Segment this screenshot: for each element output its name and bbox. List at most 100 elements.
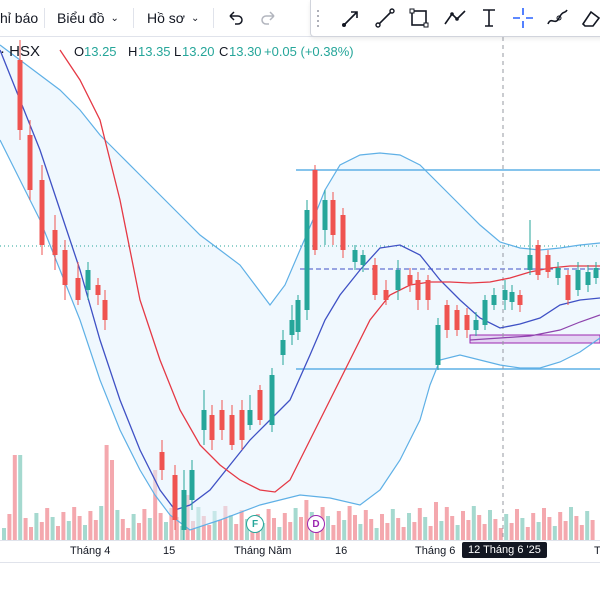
candle — [555, 262, 561, 285]
candle — [322, 190, 328, 245]
volume-bar — [336, 511, 341, 540]
candle-body — [444, 305, 450, 330]
volume-bar — [385, 523, 390, 540]
trend-line-icon — [375, 8, 395, 28]
bollinger-band-fill — [0, 45, 600, 530]
arrow-tool-icon — [342, 11, 358, 27]
candle-body — [247, 410, 253, 425]
volume-bar — [72, 507, 77, 540]
close-value: 13.30 — [229, 44, 262, 59]
candle — [219, 400, 225, 440]
candle-body — [269, 375, 275, 425]
volume-bar — [223, 506, 228, 540]
chart-type-button[interactable]: Biểu đồ ⌄ — [57, 0, 119, 36]
candle-body — [545, 255, 551, 272]
candle — [425, 275, 431, 310]
volume-bar — [261, 523, 266, 540]
candle-body — [555, 268, 561, 278]
high-label: H — [128, 44, 138, 59]
price-chart[interactable] — [0, 37, 600, 540]
arrow-tool-button[interactable] — [337, 4, 365, 32]
undo-button[interactable] — [226, 0, 244, 36]
candle — [352, 245, 358, 270]
rectangle-button[interactable] — [405, 4, 433, 32]
volume-bar — [558, 512, 563, 540]
redo-button[interactable] — [260, 0, 278, 36]
volume-bar — [498, 528, 503, 540]
volume-bar — [417, 508, 422, 540]
volume-bar — [547, 517, 552, 540]
volume-bar — [461, 511, 465, 540]
volume-bar — [542, 508, 546, 540]
candle — [95, 278, 101, 305]
volume-bar — [444, 507, 449, 540]
indicators-button[interactable]: hỉ báo — [0, 0, 38, 36]
candle-body — [372, 265, 378, 295]
eraser-icon — [581, 10, 600, 27]
volume-bar — [380, 514, 384, 540]
brush-button[interactable] — [543, 4, 571, 32]
candle-body — [304, 210, 310, 310]
volume-bar — [401, 527, 406, 540]
candle — [62, 240, 68, 300]
volume-bar — [342, 520, 347, 540]
candle-body — [464, 315, 470, 330]
volume-bar — [293, 508, 298, 540]
event-marker-d[interactable]: D — [307, 515, 325, 533]
volume-bar — [29, 527, 33, 540]
brush-icon — [547, 9, 568, 25]
volume-bar — [77, 516, 82, 540]
volume-bar — [390, 509, 395, 540]
candle-body — [95, 285, 101, 295]
redo-icon — [261, 11, 275, 25]
drag-handle-icon[interactable] — [315, 8, 321, 28]
volume-bar — [563, 521, 568, 540]
candle — [75, 262, 81, 305]
volume-bar — [120, 519, 125, 540]
candle-body — [585, 272, 591, 285]
candle — [527, 220, 533, 275]
eraser-button[interactable] — [577, 4, 600, 32]
volume-bar — [504, 514, 509, 540]
candle — [435, 318, 441, 370]
volume-bar — [266, 509, 271, 540]
volume-bar — [525, 527, 530, 540]
volume-bar — [2, 528, 6, 540]
volume-bar — [552, 526, 557, 540]
volume-bar — [579, 525, 584, 540]
candle — [502, 280, 508, 310]
path-button[interactable] — [441, 4, 469, 32]
time-axis[interactable]: Tháng 4 15 Tháng Năm 16 Tháng 6 12 Tháng… — [0, 540, 600, 563]
candle — [247, 395, 253, 430]
candle-body — [473, 320, 479, 330]
volume-bar — [126, 528, 131, 540]
drawing-tools-panel — [310, 0, 600, 37]
volume-bar — [277, 527, 282, 540]
volume-bar — [99, 506, 104, 540]
candle-body — [219, 410, 225, 430]
symbol-label[interactable]: · HSX — [0, 43, 41, 60]
text-tool-button[interactable] — [475, 4, 503, 32]
volume-bar — [169, 508, 174, 540]
x-tick-label: Tháng 4 — [70, 545, 111, 557]
bollinger-upper — [0, 44, 600, 306]
profile-button[interactable]: Hồ sơ ⌄ — [147, 0, 199, 36]
event-marker-f[interactable]: F — [246, 515, 264, 533]
candle-body — [330, 200, 336, 235]
candle-body — [482, 300, 488, 325]
moving-average-slow — [59, 49, 600, 493]
candle — [360, 250, 366, 272]
trend-line-button[interactable] — [371, 4, 399, 32]
volume-bar — [396, 518, 401, 540]
candle — [415, 272, 421, 310]
candle — [27, 120, 33, 200]
rectangle-icon — [409, 8, 429, 28]
candle-body — [257, 390, 263, 420]
crosshair-button[interactable] — [509, 4, 537, 32]
volume-bar — [428, 526, 433, 540]
candle — [159, 440, 165, 480]
x-tick-label: Tháng 6 — [415, 545, 456, 557]
candle-body — [517, 295, 523, 305]
volume-bar — [574, 516, 579, 540]
candle — [172, 465, 178, 530]
